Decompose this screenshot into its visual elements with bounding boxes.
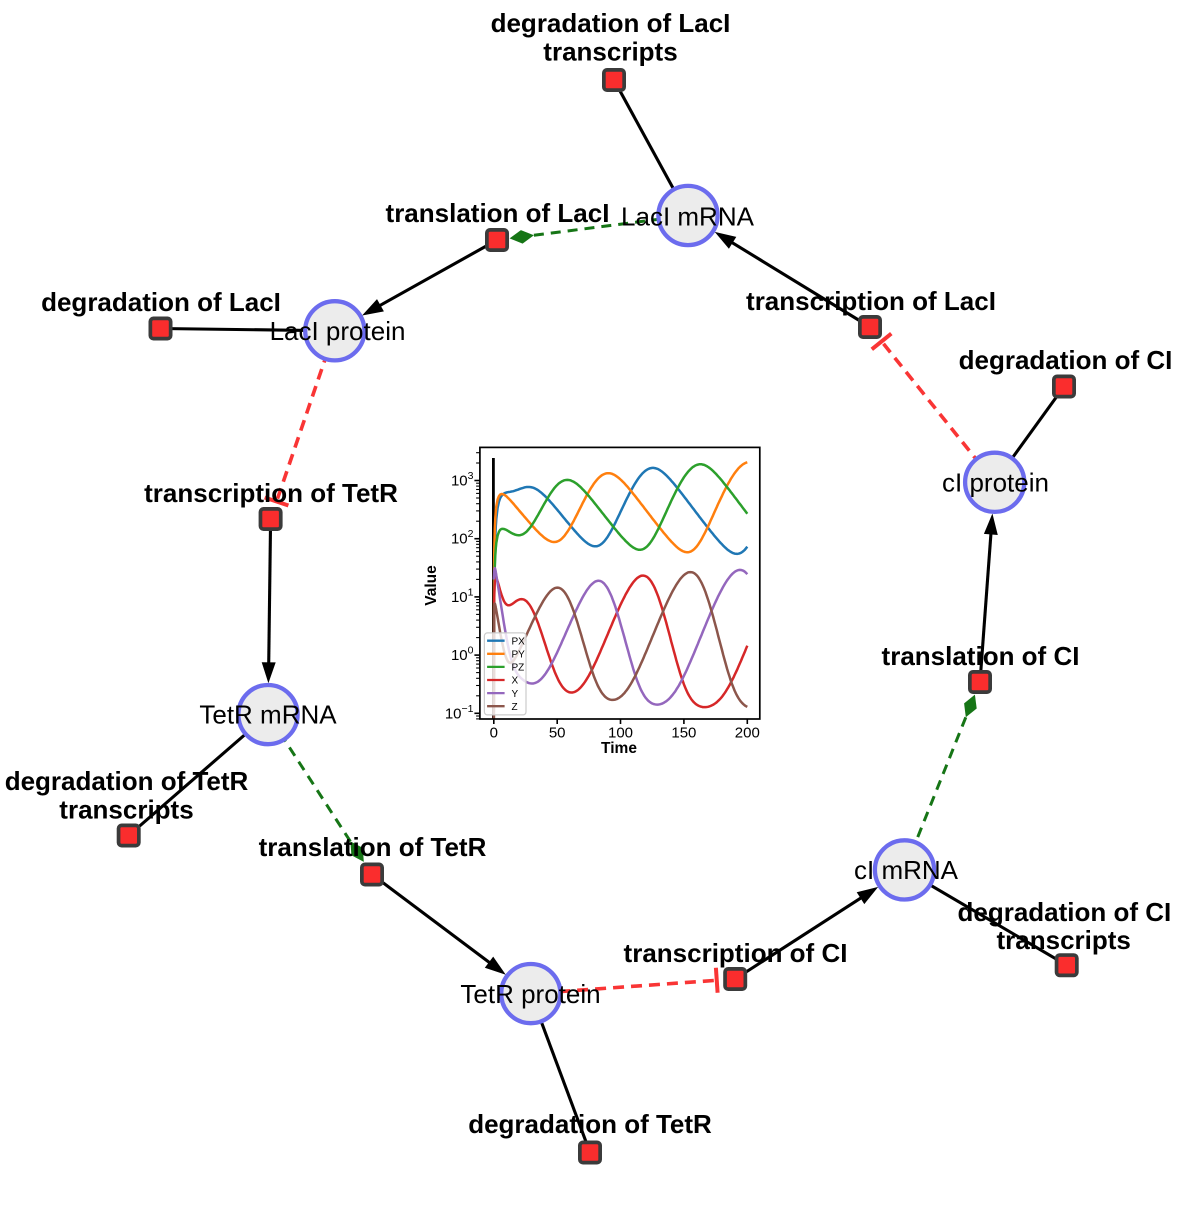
svg-text:PX: PX: [512, 636, 526, 647]
svg-text:Y: Y: [512, 689, 519, 700]
svg-text:PZ: PZ: [512, 663, 525, 674]
svg-text:Value: Value: [423, 565, 440, 606]
svg-text:transcripts: transcripts: [59, 795, 193, 825]
svg-text:degradation of LacI: degradation of LacI: [41, 287, 281, 317]
svg-text:0: 0: [490, 724, 498, 741]
svg-text:degradation of LacI: degradation of LacI: [491, 8, 731, 38]
svg-text:transcription of TetR: transcription of TetR: [144, 478, 398, 508]
svg-text:transcripts: transcripts: [997, 925, 1131, 955]
svg-text:LacI protein: LacI protein: [270, 316, 406, 346]
svg-text:X: X: [512, 676, 519, 687]
svg-text:200: 200: [735, 724, 760, 741]
svg-text:translation of TetR: translation of TetR: [259, 832, 487, 862]
svg-text:transcription of LacI: transcription of LacI: [746, 286, 996, 316]
svg-text:degradation of TetR: degradation of TetR: [468, 1109, 712, 1139]
svg-text:degradation of CI: degradation of CI: [958, 897, 1172, 927]
svg-text:100: 100: [608, 724, 633, 741]
svg-text:translation of LacI: translation of LacI: [386, 198, 610, 228]
svg-text:degradation of CI: degradation of CI: [959, 345, 1173, 375]
svg-text:LacI mRNA: LacI mRNA: [621, 202, 755, 232]
svg-text:PY: PY: [512, 650, 526, 661]
svg-text:cI protein: cI protein: [942, 468, 1049, 498]
svg-text:TetR protein: TetR protein: [460, 979, 600, 1009]
svg-text:Z: Z: [512, 702, 518, 713]
svg-text:50: 50: [549, 724, 566, 741]
svg-text:transcripts: transcripts: [543, 37, 677, 67]
svg-text:transcription of CI: transcription of CI: [624, 938, 848, 968]
svg-text:Time: Time: [601, 740, 637, 757]
svg-text:cI mRNA: cI mRNA: [854, 855, 959, 885]
svg-text:TetR mRNA: TetR mRNA: [199, 700, 337, 730]
svg-text:150: 150: [671, 724, 696, 741]
svg-text:translation of CI: translation of CI: [882, 641, 1080, 671]
svg-text:degradation of TetR: degradation of TetR: [5, 766, 249, 796]
